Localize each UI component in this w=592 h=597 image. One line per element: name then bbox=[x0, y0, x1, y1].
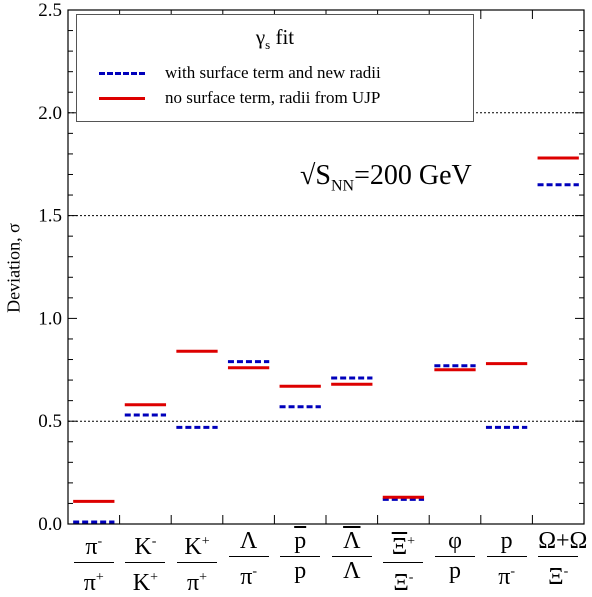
y-tick-label: 2.0 bbox=[38, 103, 62, 124]
legend-entry-ujp: no surface term, radii from UJP bbox=[99, 87, 380, 109]
x-tick-label: K+ π+ bbox=[171, 528, 223, 597]
plot-frame bbox=[67, 9, 585, 525]
data-marks bbox=[73, 156, 579, 524]
legend-label-surface: with surface term and new radii bbox=[165, 63, 381, 82]
x-tick-label: Ξ+ Ξ- bbox=[377, 528, 429, 597]
legend-label-ujp: no surface term, radii from UJP bbox=[165, 88, 381, 107]
x-tick-label: p π- bbox=[481, 528, 533, 591]
y-tick-label: 2.5 bbox=[38, 0, 62, 21]
legend-swatch-solid bbox=[99, 96, 145, 100]
y-tick-label: 0.5 bbox=[38, 411, 62, 432]
y-tick-label: 0.0 bbox=[38, 514, 62, 535]
legend-title: γs fit bbox=[255, 25, 295, 53]
legend-entry-surface: with surface term and new radii bbox=[99, 62, 381, 84]
y-axis-label: Deviation, σ bbox=[3, 223, 24, 313]
y-tick-label: 1.0 bbox=[38, 308, 62, 329]
x-tick-label: K- K+ bbox=[119, 528, 171, 597]
energy-annotation: √SNN=200 GeV bbox=[300, 160, 472, 195]
x-tick-label: π-π+ bbox=[68, 528, 120, 597]
x-tick-label: Ω+Ω Ξ- bbox=[538, 528, 588, 590]
legend: γs fit with surface term and new radii n… bbox=[76, 14, 474, 122]
y-tick-label: 1.5 bbox=[38, 206, 62, 227]
legend-swatch-dashed bbox=[99, 71, 145, 75]
